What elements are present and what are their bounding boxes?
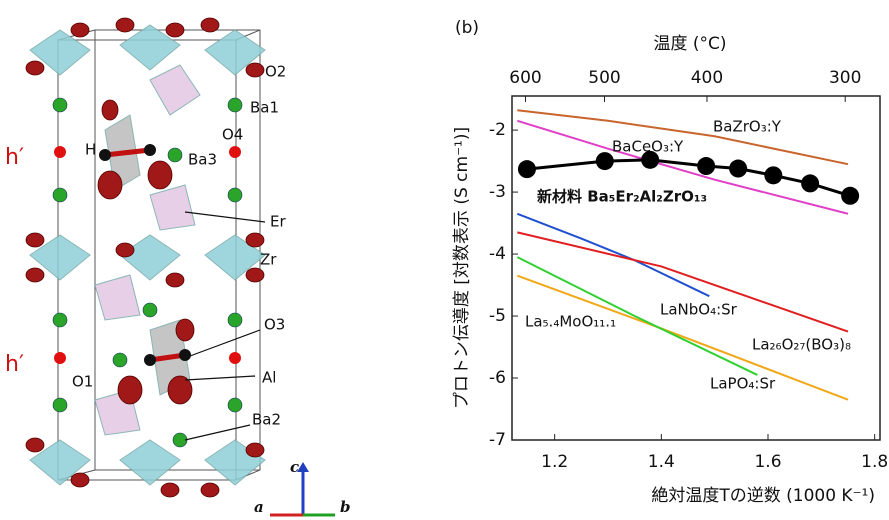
y-tick-label: -6 <box>489 368 506 388</box>
panel-label: (b) <box>455 18 479 38</box>
series-label: LaPO₄:Sr <box>710 375 776 393</box>
polyhedra <box>30 25 265 485</box>
y-axis-title: プロトン伝導度 [対数表示 (S cm⁻¹)] <box>452 127 472 409</box>
series-label: La₅.₄MoO₁₁.₁ <box>525 313 616 331</box>
x2-axis-title: 温度 (°C) <box>653 34 726 54</box>
series-label: BaZrO₃:Y <box>713 118 782 136</box>
structure-label: h′ <box>5 145 24 170</box>
y-tick-label: -5 <box>489 306 506 326</box>
plot-frame <box>512 96 880 440</box>
y-tick-label: -4 <box>489 244 506 264</box>
y-tick-label: -2 <box>489 120 506 140</box>
structure-label: Ba3 <box>188 151 217 169</box>
data-point <box>697 157 715 175</box>
series-label: LaNbO₄:Sr <box>660 301 738 319</box>
x-tick-label: 1.6 <box>754 452 781 472</box>
x-axis-title: 絶対温度Tの逆数 (1000 K⁻¹) <box>651 486 875 506</box>
structure-label: c <box>290 458 299 476</box>
x2-tick-label: 300 <box>829 68 861 88</box>
data-point <box>801 174 819 192</box>
figure: O2 Ba1 O4 H Ba3 h′ h′ Er Zr O3 O1 Al Ba2 c a b (b) 温度 (… <box>0 0 889 520</box>
structure-label: H <box>85 141 96 159</box>
structure-label: h′ <box>5 352 24 377</box>
x-tick-label: 1.2 <box>541 452 568 472</box>
structure-label: O1 <box>72 373 93 391</box>
series-label: 新材料 Ba₅Er₂Al₂ZrO₁₃ <box>537 188 707 206</box>
structure-label: Ba1 <box>250 99 279 117</box>
x-tick-label: 1.8 <box>861 452 888 472</box>
structure-label: Ba2 <box>252 411 281 429</box>
structure-label: O4 <box>222 126 243 144</box>
series-label: La₂₆O₂₇(BO₃)₈ <box>752 336 851 354</box>
x2-tick-label: 500 <box>588 68 620 88</box>
structure-label: Er <box>270 213 286 231</box>
axes-arrows <box>270 462 335 515</box>
x2-tick-label: 600 <box>509 68 541 88</box>
y-tick-label: -7 <box>489 430 506 450</box>
data-point <box>729 160 747 178</box>
data-point <box>841 187 859 205</box>
structure-label: O3 <box>264 316 285 334</box>
data-point <box>641 151 659 169</box>
data-point <box>764 166 782 184</box>
structure-label: O2 <box>265 63 286 81</box>
data-point <box>518 160 536 178</box>
data-point <box>596 152 614 170</box>
structure-label: Al <box>262 369 276 387</box>
structure-label: b <box>340 498 351 516</box>
y-tick-label: -3 <box>489 182 506 202</box>
x2-tick-label: 400 <box>691 68 723 88</box>
x-tick-label: 1.4 <box>648 452 675 472</box>
structure-label: a <box>254 498 264 516</box>
structure-label: Zr <box>260 251 277 269</box>
